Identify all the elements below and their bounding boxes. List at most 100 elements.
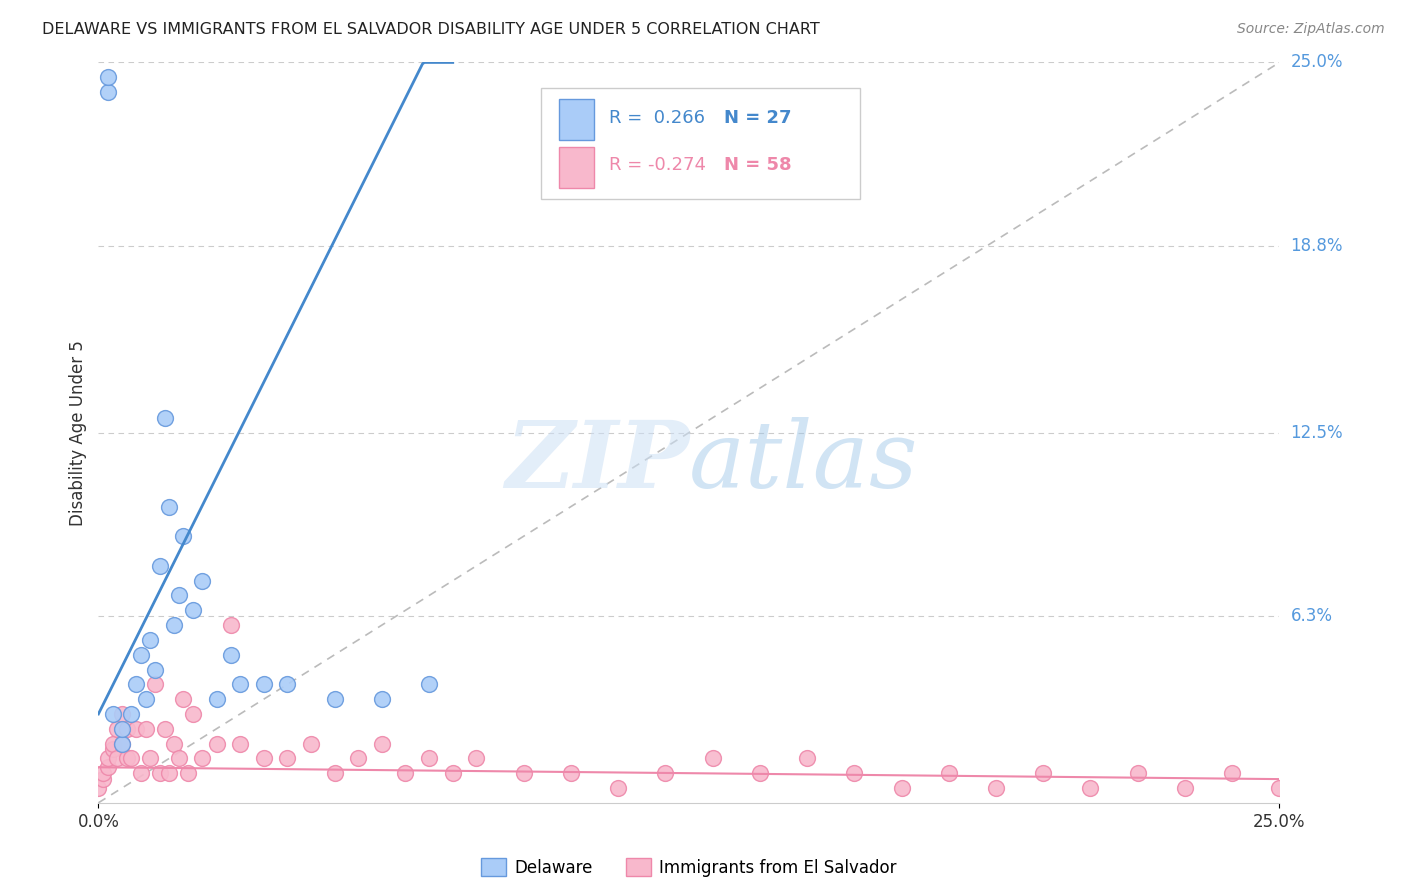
FancyBboxPatch shape [541,88,860,200]
Point [702,751,724,765]
Point [796,751,818,765]
Point [191,574,214,588]
Point [167,751,190,765]
Point [91,766,114,780]
Point [135,692,157,706]
Text: 12.5%: 12.5% [1291,424,1343,442]
Point [172,529,194,543]
FancyBboxPatch shape [560,147,595,187]
Point [276,677,298,691]
FancyBboxPatch shape [560,99,595,140]
Point [607,780,630,795]
Point [111,722,134,736]
Point [299,737,322,751]
Point [87,780,110,795]
Point [371,737,394,751]
Point [101,737,124,751]
Point [97,85,120,99]
Point [371,692,394,706]
Point [984,780,1007,795]
Point [129,648,152,662]
Point [441,766,464,780]
Text: R =  0.266: R = 0.266 [609,109,704,127]
Point [101,742,124,756]
Point [97,70,120,85]
Point [205,737,228,751]
Point [143,663,166,677]
Point [167,589,190,603]
Point [157,766,180,780]
Point [418,677,440,691]
Point [253,677,276,691]
Point [149,766,172,780]
Point [229,737,252,751]
Point [163,737,186,751]
Point [101,706,124,721]
Text: N = 58: N = 58 [724,156,792,175]
Point [323,692,346,706]
Point [253,751,276,765]
Point [115,751,138,765]
Point [1032,766,1054,780]
Text: DELAWARE VS IMMIGRANTS FROM EL SALVADOR DISABILITY AGE UNDER 5 CORRELATION CHART: DELAWARE VS IMMIGRANTS FROM EL SALVADOR … [42,22,820,37]
Point [191,751,214,765]
Point [135,722,157,736]
Point [219,648,242,662]
Point [121,751,143,765]
Point [205,692,228,706]
Point [347,751,370,765]
Text: ZIP: ZIP [505,417,689,508]
Point [149,558,172,573]
Point [1220,766,1243,780]
Legend: Delaware, Immigrants from El Salvador: Delaware, Immigrants from El Salvador [474,852,904,883]
Point [115,722,138,736]
Text: atlas: atlas [689,417,918,508]
Text: R = -0.274: R = -0.274 [609,156,706,175]
Point [654,766,676,780]
Point [465,751,488,765]
Point [177,766,200,780]
Point [125,722,148,736]
Point [512,766,534,780]
Point [129,766,152,780]
Point [97,751,120,765]
Point [748,766,770,780]
Point [105,722,128,736]
Text: 18.8%: 18.8% [1291,237,1343,255]
Text: Source: ZipAtlas.com: Source: ZipAtlas.com [1237,22,1385,37]
Point [111,737,134,751]
Point [105,751,128,765]
Point [153,722,176,736]
Point [394,766,416,780]
Y-axis label: Disability Age Under 5: Disability Age Under 5 [69,340,87,525]
Point [172,692,194,706]
Point [153,410,176,425]
Point [163,618,186,632]
Point [323,766,346,780]
Point [181,603,204,617]
Point [418,751,440,765]
Point [139,632,162,647]
Point [229,677,252,691]
Point [181,706,204,721]
Point [111,706,134,721]
Point [1080,780,1102,795]
Point [91,772,114,786]
Point [844,766,866,780]
Point [139,751,162,765]
Point [938,766,960,780]
Point [1126,766,1149,780]
Point [143,677,166,691]
Text: 25.0%: 25.0% [1291,54,1343,71]
Point [1268,780,1291,795]
Point [121,706,143,721]
Point [219,618,242,632]
Point [111,737,134,751]
Point [890,780,912,795]
Point [125,677,148,691]
Text: 6.3%: 6.3% [1291,607,1333,625]
Point [560,766,582,780]
Point [276,751,298,765]
Point [97,760,120,774]
Point [157,500,180,514]
